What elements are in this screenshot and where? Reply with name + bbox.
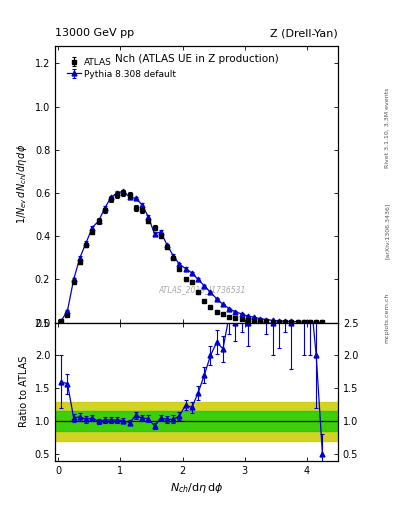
Y-axis label: $1/N_{ev}\,dN_{ch}/d\eta\,d\phi$: $1/N_{ev}\,dN_{ch}/d\eta\,d\phi$ <box>15 144 29 224</box>
Text: [arXiv:1306.3436]: [arXiv:1306.3436] <box>385 202 389 259</box>
Text: Nch (ATLAS UE in Z production): Nch (ATLAS UE in Z production) <box>115 54 278 65</box>
Text: 13000 GeV pp: 13000 GeV pp <box>55 28 134 38</box>
Legend: ATLAS, Pythia 8.308 default: ATLAS, Pythia 8.308 default <box>65 56 178 80</box>
Text: Z (Drell-Yan): Z (Drell-Yan) <box>270 28 338 38</box>
X-axis label: $N_{ch}/\mathrm{d}\eta\,\mathrm{d}\phi$: $N_{ch}/\mathrm{d}\eta\,\mathrm{d}\phi$ <box>170 481 223 495</box>
Y-axis label: Ratio to ATLAS: Ratio to ATLAS <box>19 356 29 428</box>
Text: ATLAS_2019_I1736531: ATLAS_2019_I1736531 <box>158 285 246 294</box>
Text: mcplots.cern.ch: mcplots.cern.ch <box>385 292 389 343</box>
Text: Rivet 3.1.10, 3.3M events: Rivet 3.1.10, 3.3M events <box>385 88 389 168</box>
